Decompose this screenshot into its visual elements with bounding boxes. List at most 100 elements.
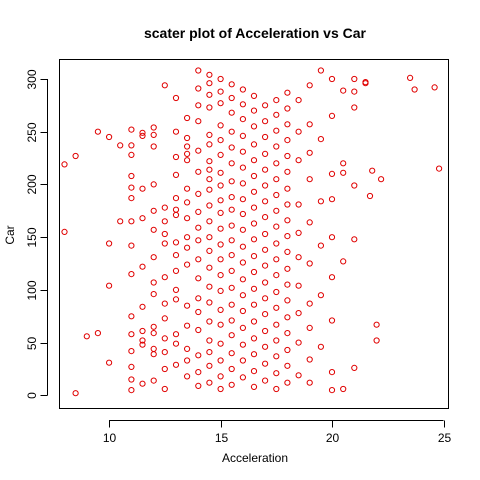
- data-point: [228, 267, 235, 274]
- data-point: [184, 261, 191, 268]
- data-point: [373, 321, 380, 328]
- data-point: [250, 368, 258, 375]
- data-point: [273, 111, 280, 118]
- data-point: [306, 121, 313, 128]
- data-point: [250, 253, 258, 260]
- data-point: [284, 248, 291, 255]
- data-point: [262, 262, 269, 269]
- data-point: [161, 218, 168, 225]
- data-point: [317, 67, 324, 74]
- data-point: [369, 167, 376, 174]
- data-point: [239, 196, 246, 203]
- data-point: [328, 196, 336, 203]
- data-point: [250, 351, 258, 358]
- data-point: [250, 204, 258, 211]
- data-point: [206, 202, 213, 209]
- data-point: [172, 252, 180, 259]
- data-point: [295, 339, 302, 346]
- data-point: [161, 274, 168, 281]
- data-point: [284, 297, 291, 304]
- data-point: [239, 86, 246, 93]
- data-point: [117, 218, 124, 225]
- data-point: [206, 234, 213, 241]
- data-point: [128, 218, 135, 225]
- data-point: [273, 191, 280, 199]
- data-point: [161, 204, 168, 211]
- data-point: [150, 131, 157, 138]
- data-point: [228, 144, 235, 151]
- data-point: [128, 271, 135, 278]
- data-point: [172, 211, 180, 219]
- data-point: [161, 365, 168, 373]
- data-point: [295, 128, 302, 135]
- data-point: [239, 357, 246, 364]
- data-point: [128, 376, 135, 383]
- data-point: [273, 160, 280, 167]
- data-point: [217, 287, 224, 294]
- data-point: [94, 330, 102, 337]
- y-tick-label: 300: [25, 69, 39, 89]
- data-point: [139, 185, 146, 192]
- data-point: [239, 210, 246, 218]
- data-point: [83, 333, 90, 340]
- data-point: [206, 362, 213, 369]
- data-point: [328, 112, 336, 120]
- data-point: [262, 343, 269, 350]
- data-point: [195, 308, 202, 316]
- data-point: [161, 385, 168, 393]
- data-point: [195, 352, 202, 359]
- data-point: [217, 137, 224, 144]
- data-point: [161, 240, 168, 247]
- data-point: [228, 222, 235, 229]
- data-point: [184, 373, 191, 380]
- data-point: [195, 67, 202, 74]
- data-point: [239, 292, 246, 299]
- data-point: [161, 82, 168, 89]
- data-point: [262, 118, 269, 125]
- data-point: [206, 247, 213, 254]
- data-point: [217, 357, 224, 364]
- data-point: [206, 91, 213, 98]
- data-point: [250, 383, 258, 390]
- data-point: [250, 268, 258, 276]
- data-point: [284, 137, 291, 144]
- data-point: [217, 373, 224, 380]
- data-point: [284, 233, 291, 240]
- data-point: [351, 75, 358, 83]
- y-tick-label: 250: [25, 122, 39, 142]
- data-point: [436, 165, 443, 172]
- data-point: [273, 127, 280, 134]
- data-point: [161, 335, 168, 342]
- data-point: [328, 274, 336, 281]
- data-point: [195, 237, 202, 244]
- data-point: [295, 282, 302, 289]
- data-point: [195, 118, 202, 125]
- data-point: [295, 254, 302, 261]
- data-point: [195, 326, 202, 334]
- data-point: [139, 132, 146, 139]
- data-point: [317, 242, 324, 249]
- data-point: [306, 219, 313, 226]
- data-point: [139, 129, 146, 136]
- data-point: [228, 284, 235, 291]
- data-point: [206, 104, 213, 111]
- data-point: [250, 236, 258, 243]
- data-point: [239, 148, 246, 155]
- x-axis-label: Acceleration: [222, 451, 288, 465]
- data-point: [228, 350, 235, 357]
- data-point: [217, 75, 224, 83]
- data-point: [195, 168, 202, 175]
- data-points: [61, 67, 443, 397]
- data-point: [195, 208, 202, 215]
- data-point: [195, 256, 202, 263]
- data-point: [328, 369, 336, 376]
- data-point: [172, 331, 180, 338]
- data-point: [128, 172, 135, 180]
- data-point: [206, 379, 213, 386]
- data-point: [295, 372, 302, 379]
- data-point: [340, 169, 347, 176]
- y-axis-label: Car: [3, 225, 17, 244]
- data-point: [139, 341, 146, 348]
- data-point: [262, 327, 269, 335]
